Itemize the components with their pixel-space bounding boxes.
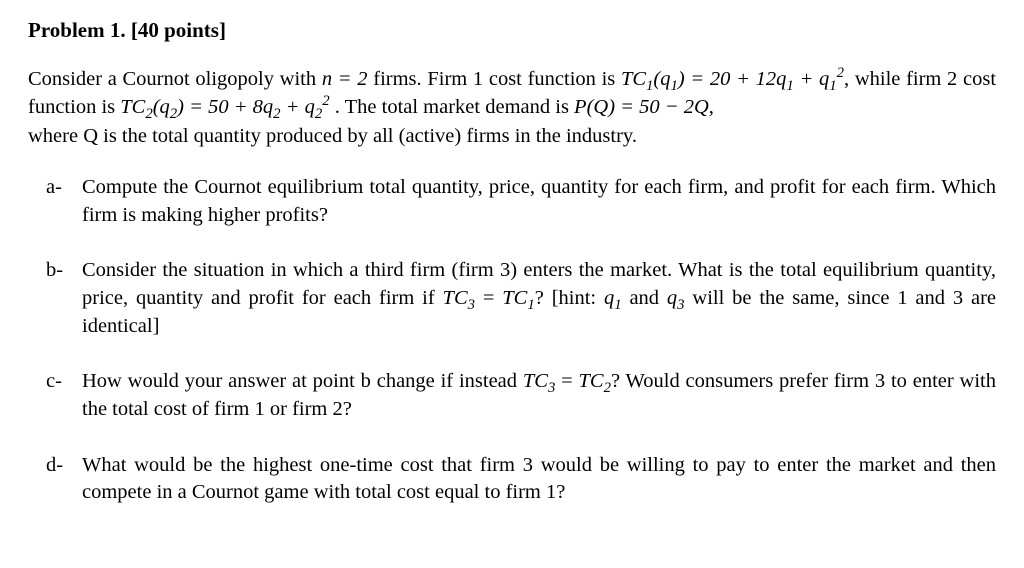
intro-text: . The total market demand is [330, 96, 574, 118]
question-b: b- Consider the situation in which a thi… [82, 257, 996, 340]
sym: q [819, 68, 829, 90]
math-tc2: TC2 [579, 370, 611, 392]
math-tc2: TC2(q2) = 50 + 8q2 + q22 [120, 96, 329, 118]
item-marker: d- [46, 452, 63, 480]
question-list: a- Compute the Cournot equilibrium total… [28, 174, 996, 507]
sym: Q [593, 96, 608, 118]
item-text: = [555, 370, 578, 392]
item-marker: b- [46, 257, 63, 285]
sym: TC [443, 287, 468, 309]
sym: P [574, 96, 587, 118]
item-marker: a- [46, 174, 62, 202]
item-text: Compute the Cournot equilibrium total qu… [82, 176, 996, 226]
sym: TC [502, 287, 527, 309]
item-text: and [622, 287, 667, 309]
problem-title: Problem 1. [40 points] [28, 18, 996, 43]
sub: 1 [646, 78, 653, 94]
intro-text: , [844, 68, 855, 90]
sym: TC [523, 370, 548, 392]
problem-page: Problem 1. [40 points] Consider a Courno… [0, 0, 1024, 507]
sub: 1 [829, 78, 836, 94]
sym: TC [621, 68, 646, 90]
sub: 3 [468, 297, 475, 313]
sym: q [263, 96, 273, 118]
sym: q [660, 68, 670, 90]
sym: q [160, 96, 170, 118]
sup: 2 [837, 65, 844, 81]
sub: 1 [614, 297, 621, 313]
sub: 3 [677, 297, 684, 313]
problem-intro: Consider a Cournot oligopoly with n = 2 … [28, 65, 996, 150]
sub: 1 [527, 297, 534, 313]
sym: q [604, 287, 614, 309]
sub: 1 [786, 78, 793, 94]
question-c: c- How would your answer at point b chan… [82, 368, 996, 423]
question-a: a- Compute the Cournot equilibrium total… [82, 174, 996, 229]
math-tc1: TC1(q1) = 20 + 12q1 + q12 [621, 68, 844, 90]
sup: 2 [322, 93, 329, 109]
intro-text: where Q is the total quantity produced b… [28, 122, 996, 150]
sub: 2 [604, 380, 611, 396]
sym: q [776, 68, 786, 90]
math-demand: P(Q) = 50 − 2Q [574, 96, 709, 118]
item-text: What would be the highest one-time cost … [82, 454, 996, 504]
math-q1: q1 [604, 287, 622, 309]
item-marker: c- [46, 368, 62, 396]
sym: Q [694, 96, 709, 118]
intro-text: , [709, 96, 714, 118]
question-d: d- What would be the highest one-time co… [82, 452, 996, 507]
sym: TC [120, 96, 145, 118]
item-text: = [475, 287, 502, 309]
intro-text: Consider a Cournot oligopoly with [28, 68, 322, 90]
sym: + [281, 96, 305, 118]
math-tc1: TC1 [502, 287, 534, 309]
sub: 2 [273, 106, 280, 122]
sym: = 50 − 2 [615, 96, 694, 118]
sym: + [794, 68, 819, 90]
item-text: ? [hint: [535, 287, 604, 309]
math-tc3: TC3 [443, 287, 475, 309]
sym: = 20 + 12 [685, 68, 776, 90]
sub: 2 [170, 106, 177, 122]
sub: 1 [670, 78, 677, 94]
sym: TC [579, 370, 604, 392]
sub: 2 [145, 106, 152, 122]
intro-text: firms. Firm 1 cost function is [368, 68, 621, 90]
sym: q [305, 96, 315, 118]
sym: = 50 + 8 [184, 96, 263, 118]
math-q3: q3 [667, 287, 685, 309]
item-text: How would your answer at point b change … [82, 370, 523, 392]
math-tc3: TC3 [523, 370, 555, 392]
math-n-eq-2: n = 2 [322, 68, 368, 90]
sym: q [667, 287, 677, 309]
